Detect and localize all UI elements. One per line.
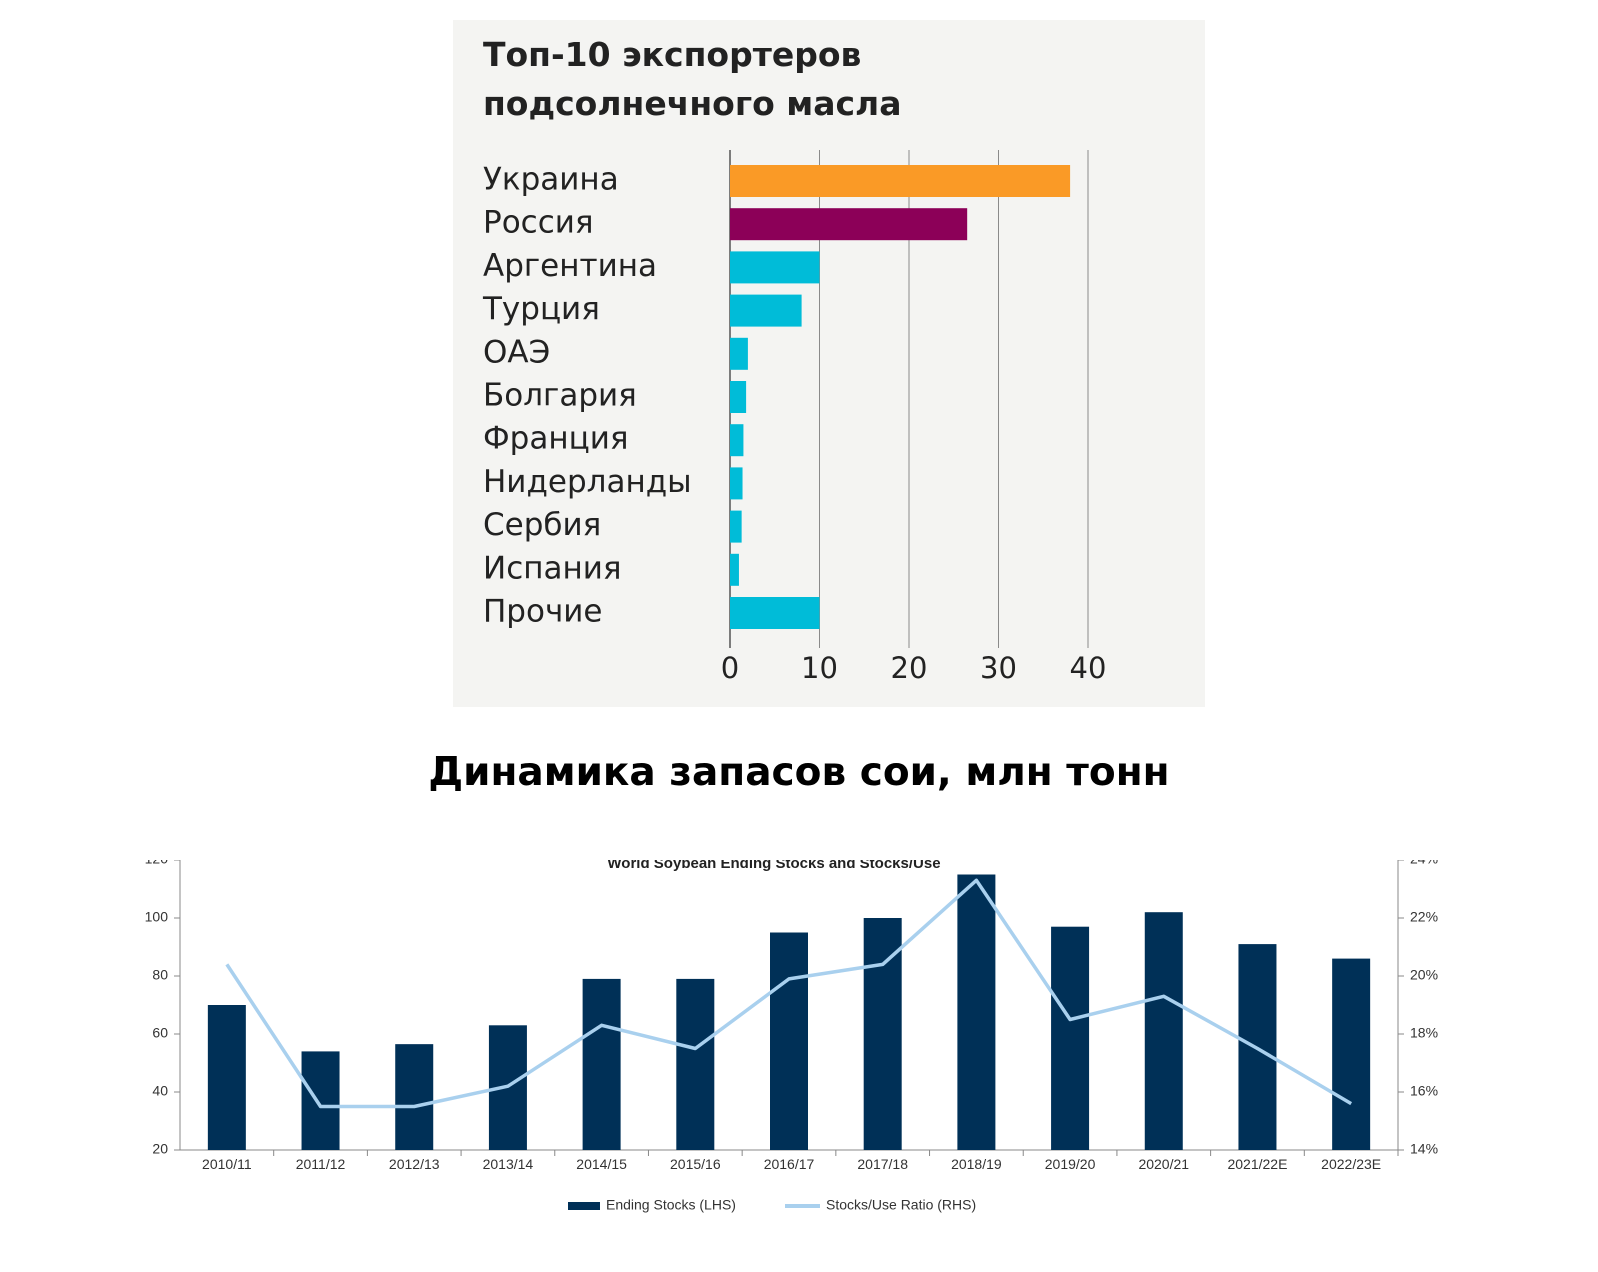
x-tick-label: 2020/21	[1138, 1156, 1189, 1172]
left-tick-label: 120	[145, 860, 169, 867]
legend-label-stocks: Ending Stocks (LHS)	[606, 1197, 736, 1213]
right-tick-label: 20%	[1410, 967, 1438, 983]
exporters-chart: 0 10 20 30 40 Украина Россия Аргентина Турция ОАЭ…	[453, 20, 1205, 707]
right-tick-label: 24%	[1410, 860, 1438, 867]
x-tick-label: 2013/14	[483, 1156, 534, 1172]
x-tick-label: 2022/23E	[1321, 1156, 1381, 1172]
x-tick-label: 20	[891, 651, 928, 685]
stock-bar	[301, 1051, 340, 1150]
stock-bar	[1144, 912, 1183, 1150]
right-tick-label: 22%	[1410, 909, 1438, 925]
category-label: Испания	[483, 550, 622, 586]
category-label: Аргентина	[483, 248, 657, 284]
bar	[730, 381, 747, 413]
bar	[730, 597, 820, 629]
stock-bar	[1051, 926, 1090, 1150]
right-tick-label: 16%	[1410, 1083, 1438, 1099]
x-tick-label: 30	[980, 651, 1017, 685]
x-tick-label: 2010/11	[202, 1156, 252, 1172]
category-label: Сербия	[483, 507, 601, 543]
bar	[730, 251, 820, 284]
bar	[730, 510, 742, 543]
x-tick-label: 10	[801, 651, 838, 685]
x-tick-label: 2016/17	[764, 1156, 815, 1172]
bar	[730, 208, 968, 241]
x-tick-label: 2019/20	[1045, 1156, 1096, 1172]
stock-bar	[1332, 958, 1371, 1150]
bar	[730, 165, 1071, 197]
x-tick-label: 2015/16	[670, 1156, 721, 1172]
legend-label-ratio: Stocks/Use Ratio (RHS)	[826, 1197, 976, 1213]
category-label: Украина	[483, 162, 619, 198]
stock-bar	[582, 978, 621, 1150]
stock-bar	[957, 874, 996, 1150]
category-label: ОАЭ	[483, 334, 550, 370]
stock-bar	[207, 1005, 246, 1150]
stocks-use-line	[225, 878, 1353, 1109]
exporters-chart-title: Топ-10 экспортеров подсолнечного масла	[483, 35, 902, 123]
exporters-chart-svg: 0 10 20 30 40 Украина Россия Аргентина Турция ОАЭ…	[482, 150, 1107, 685]
bar	[730, 467, 743, 500]
x-tick-label: 0	[721, 651, 739, 685]
x-tick-label: 2014/15	[576, 1156, 627, 1172]
left-tick-label: 60	[152, 1025, 168, 1041]
bar	[730, 424, 744, 457]
bar	[730, 337, 748, 370]
category-label: Турция	[482, 291, 600, 327]
category-label: Россия	[483, 205, 594, 241]
stock-bar	[863, 918, 902, 1150]
stock-bar	[770, 932, 808, 1150]
stock-bar	[676, 978, 715, 1150]
legend-swatch-stocks	[568, 1202, 600, 1210]
chart-title: World Soybean Ending Stocks and Stocks/U…	[607, 860, 940, 872]
x-tick-label: 2018/19	[951, 1156, 1002, 1172]
bar	[730, 294, 802, 327]
category-label: Болгария	[483, 378, 637, 414]
x-tick-label: 2021/22E	[1227, 1156, 1287, 1172]
bar	[730, 553, 739, 586]
right-tick-label: 18%	[1410, 1025, 1438, 1041]
x-tick-label: 2017/18	[857, 1156, 908, 1172]
x-tick-label: 2011/12	[296, 1156, 346, 1172]
category-label: Прочие	[483, 594, 603, 630]
soybean-stocks-chart: 120 100 80 60 40 20 24% 22% 20% 18% 16% 14% 2010/11 2…	[145, 860, 1438, 1213]
x-tick-label: 2012/13	[389, 1156, 440, 1172]
left-tick-label: 80	[152, 967, 168, 983]
right-tick-label: 14%	[1410, 1141, 1438, 1157]
category-label: Франция	[483, 421, 629, 457]
soy-stocks-heading: Динамика запасов сои, млн тонн	[428, 750, 1170, 795]
category-label: Нидерланды	[483, 464, 692, 500]
left-tick-label: 40	[152, 1083, 168, 1099]
x-tick-label: 40	[1070, 651, 1107, 685]
left-tick-label: 20	[152, 1141, 168, 1157]
stock-bar	[395, 1044, 434, 1150]
left-tick-label: 100	[145, 909, 169, 925]
